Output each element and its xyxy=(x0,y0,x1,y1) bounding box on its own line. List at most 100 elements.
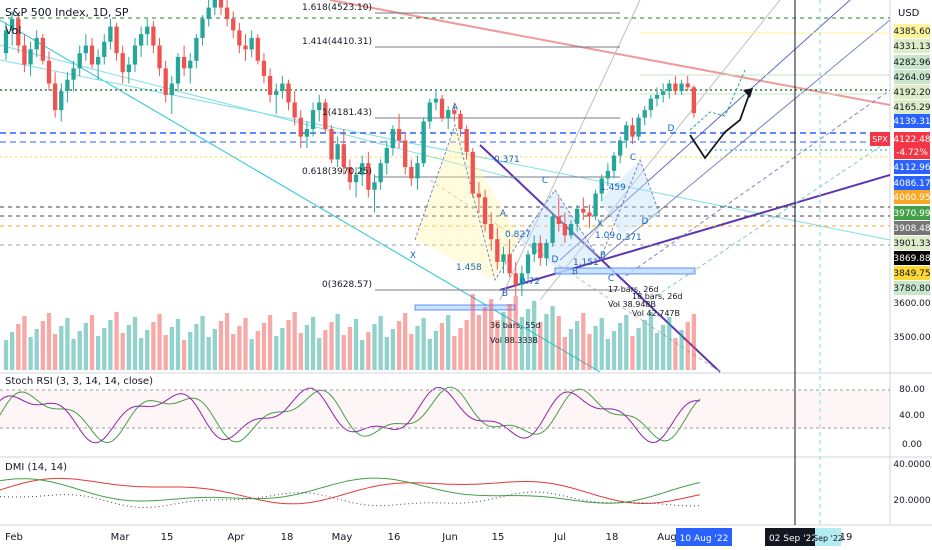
candle-body xyxy=(157,45,162,69)
volume-bar xyxy=(507,304,512,370)
volume-bar xyxy=(618,323,623,370)
candle-body xyxy=(65,79,70,92)
price-marker-label: 3780.80 xyxy=(893,284,930,294)
candle-body xyxy=(507,254,512,274)
price-marker xyxy=(894,70,930,84)
volume-bar xyxy=(323,330,328,370)
volume-bar xyxy=(550,306,555,370)
range-box xyxy=(554,267,696,275)
candle-body xyxy=(71,68,76,80)
volume-label: Vol xyxy=(5,24,21,37)
volume-bar xyxy=(261,323,267,370)
dmi-label: DMI (14, 14) xyxy=(5,462,67,473)
ticker-label: SPX xyxy=(872,135,888,144)
volume-bar xyxy=(667,317,672,370)
time-axis-label: 18 xyxy=(281,532,294,543)
volume-bar xyxy=(132,317,138,370)
price-marker-label: -4.72% xyxy=(896,148,928,158)
volume-bar xyxy=(3,340,9,370)
volume-bar xyxy=(16,324,21,370)
volume-bar xyxy=(661,325,666,370)
resistance-line xyxy=(329,0,891,106)
candle-body xyxy=(194,37,199,61)
candle-body xyxy=(433,98,439,103)
price-marker-label: 4385.60 xyxy=(893,27,930,37)
candle-body xyxy=(169,83,174,95)
volume-bar xyxy=(52,334,58,370)
pattern-point-label: D xyxy=(552,255,559,265)
currency-label: USD xyxy=(898,8,920,19)
candle-body xyxy=(28,49,33,65)
candle-body xyxy=(519,273,525,285)
pattern-point-label: B xyxy=(502,289,508,299)
candle-body xyxy=(575,208,580,224)
time-axis-label: Feb xyxy=(5,532,23,543)
volume-bar xyxy=(501,312,506,370)
price-marker xyxy=(894,114,930,128)
candle-body xyxy=(120,53,125,73)
price-marker xyxy=(894,176,930,190)
price-marker-label: 4165.29 xyxy=(893,103,930,113)
volume-bar xyxy=(89,315,95,370)
price-tick: 3600.00 xyxy=(893,299,930,309)
candle-body xyxy=(648,98,654,111)
volume-bar xyxy=(138,338,144,370)
volume-bar xyxy=(421,318,426,370)
candle-body xyxy=(151,26,156,46)
pattern-point-label: A xyxy=(500,209,507,219)
stoch-pane xyxy=(0,374,890,456)
candle-body xyxy=(464,129,469,152)
candle-body xyxy=(255,37,260,61)
candle-body xyxy=(181,56,187,69)
candle-body xyxy=(562,223,568,236)
candle-body xyxy=(108,26,113,42)
volume-bar xyxy=(28,337,33,370)
candle-body xyxy=(538,242,543,259)
candle-body xyxy=(335,144,340,160)
volume-bar xyxy=(46,313,52,370)
volume-bar xyxy=(519,317,525,370)
pitchfork-line xyxy=(559,0,851,261)
harmonic-patterns xyxy=(414,69,753,311)
candle-body xyxy=(9,18,15,31)
volume-bar xyxy=(562,337,568,370)
candle-body xyxy=(556,216,561,224)
candle-body xyxy=(691,87,697,114)
candle-body xyxy=(550,216,555,243)
volume-bar xyxy=(427,339,432,370)
volume-bar xyxy=(482,307,488,370)
pattern-point-label: C xyxy=(630,153,636,163)
time-highlight-label: Sep '22 xyxy=(813,534,843,543)
volume-bar xyxy=(108,320,113,370)
candle-body xyxy=(403,140,408,168)
candle-body xyxy=(544,242,549,259)
volume-bar xyxy=(335,314,340,370)
price-marker-label: 4086.17 xyxy=(893,179,930,189)
candle-body xyxy=(470,151,475,194)
pattern-point-label: B xyxy=(572,267,578,277)
candle-body xyxy=(280,83,285,92)
volume-bar xyxy=(280,328,285,370)
candle-body xyxy=(532,242,537,255)
price-marker xyxy=(894,160,930,174)
volume-bar xyxy=(71,339,76,370)
chart-annotations: 1.618(4523.10) 1.414(4410.31) 1(4181.43) 0.… xyxy=(5,3,852,546)
volume-bar xyxy=(341,335,346,370)
volume-bar xyxy=(495,320,500,370)
volume-bar xyxy=(366,332,371,370)
volume-bar xyxy=(286,320,291,370)
fan-line xyxy=(429,179,721,373)
candle-body xyxy=(138,34,144,46)
candle-body xyxy=(77,53,82,69)
candle-body xyxy=(132,45,138,65)
volume-bar xyxy=(317,338,322,370)
price-marker-label: 4282.96 xyxy=(893,58,930,68)
range-label: 17 bars, 26d xyxy=(608,285,659,294)
volume-bar xyxy=(575,321,580,370)
range-box xyxy=(414,304,516,311)
fib-level-label: 1.618(4523.10) xyxy=(302,3,372,13)
price-marker-label: 4192.20 xyxy=(893,88,930,98)
pattern-point-label: D xyxy=(642,217,649,227)
volume-bar xyxy=(169,327,174,370)
